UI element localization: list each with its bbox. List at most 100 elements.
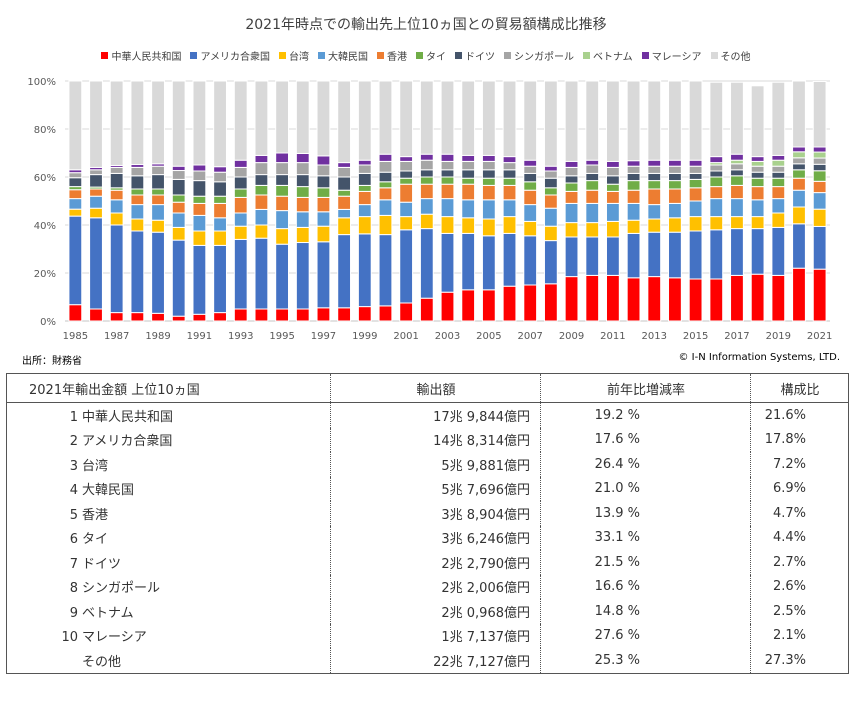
bar-segment — [626, 165, 641, 174]
bar-segment — [192, 313, 207, 322]
bar-segment — [688, 187, 703, 202]
cell-country: 6 タイ — [7, 526, 331, 551]
bar-segment — [771, 154, 786, 161]
bar-segment — [543, 240, 558, 285]
bar-segment — [502, 162, 517, 171]
bar-segment — [419, 228, 434, 299]
table-row: 1 中華人民共和国 17兆 9,844億円 19.2 % 21.6% — [7, 402, 849, 428]
bar-segment — [295, 242, 310, 310]
bar-segment — [316, 164, 331, 177]
x-tick-label: 1989 — [145, 331, 170, 342]
bar-segment — [626, 180, 641, 191]
bar-segment — [730, 184, 744, 200]
bar-segment — [585, 202, 600, 224]
bar-segment — [316, 241, 331, 309]
cell-amount: 14兆 8,314億円 — [330, 427, 541, 452]
bar-segment — [668, 277, 682, 322]
bar-segment — [378, 153, 393, 162]
cell-country-name: 中華人民共和国 — [82, 409, 174, 425]
bar-segment — [564, 202, 579, 224]
bar-segment — [337, 189, 352, 197]
cell-share: 2.6% — [750, 574, 849, 599]
legend-swatch — [278, 52, 286, 59]
bar-segment — [399, 302, 414, 322]
bar-segment — [171, 239, 186, 317]
bar-segment — [378, 80, 393, 155]
y-tick-label: 0% — [40, 317, 56, 328]
bar-segment — [688, 165, 703, 174]
y-tick-label: 40% — [34, 221, 56, 232]
cell-rate: 26.4 % — [540, 452, 751, 477]
cell-rank: 1 — [69, 409, 78, 425]
bar-segment — [68, 172, 83, 179]
y-tick-label: 20% — [34, 269, 56, 280]
bar-segment — [192, 214, 207, 232]
bar-segment — [771, 81, 786, 156]
legend-label: 大韓民国 — [327, 52, 368, 63]
bar-segment — [337, 80, 352, 164]
cell-country: 10 マレーシア — [7, 624, 331, 649]
bar-segment — [337, 166, 352, 178]
bar-segment — [605, 220, 620, 238]
cell-country-name: 大韓民国 — [82, 483, 135, 499]
bar-segment — [481, 289, 496, 322]
bar-segment — [564, 222, 579, 238]
bar-segment — [399, 201, 414, 218]
bar-segment — [543, 177, 558, 189]
bar-segment — [792, 146, 806, 153]
bar-segment — [750, 177, 765, 188]
bar-segment — [254, 162, 269, 176]
bar-segment — [564, 236, 579, 278]
bar-segment — [316, 80, 331, 157]
bar-segment — [440, 232, 455, 293]
bar-segment — [812, 146, 827, 153]
cell-share: 27.3% — [750, 648, 849, 674]
y-tick-label: 100% — [27, 77, 56, 88]
bar-segment — [523, 172, 538, 183]
bar-segment — [647, 231, 662, 278]
bar-segment — [585, 80, 600, 161]
bar-segment — [792, 177, 806, 191]
bar-segment — [750, 228, 765, 275]
bar-segment — [564, 160, 579, 168]
bar-segment — [709, 81, 724, 158]
bar-segment — [192, 164, 207, 172]
bar-segment — [481, 160, 496, 171]
cell-rate: 14.8 % — [540, 599, 751, 624]
bar-segment — [295, 211, 310, 228]
bar-segment — [730, 216, 744, 230]
legend-swatch — [376, 52, 384, 59]
bar-segment — [709, 176, 724, 188]
bar-segment — [151, 231, 165, 314]
bar-segment — [688, 278, 703, 322]
bar-segment — [357, 190, 372, 206]
bar-segment — [647, 276, 662, 322]
bar-segment — [275, 80, 290, 154]
bar-segment — [419, 297, 434, 322]
bar-segment — [275, 174, 290, 186]
bar-segment — [151, 80, 165, 165]
bar-segment — [399, 229, 414, 304]
bar-segment — [502, 232, 517, 287]
bar-segment — [151, 204, 165, 221]
legend-label: タイ — [425, 52, 446, 63]
cell-share: 6.9% — [750, 476, 849, 501]
bar-segment — [295, 186, 310, 198]
cell-rate: 17.6 % — [540, 427, 751, 452]
bar-segment — [605, 236, 620, 276]
bar-segment — [792, 206, 806, 225]
bar-segment — [213, 230, 227, 246]
bar-segment — [523, 80, 538, 161]
table-row: 2 アメリカ合衆国 14兆 8,314億円 17.6 % 17.8% — [7, 427, 849, 452]
bar-segment — [233, 166, 248, 178]
bar-segment — [192, 80, 207, 166]
bar-segment — [440, 153, 455, 162]
bar-segment — [171, 165, 186, 172]
bar-segment — [378, 160, 393, 173]
bar-segment — [316, 307, 331, 322]
bar-segment — [730, 153, 744, 161]
cell-share: 21.6% — [750, 402, 849, 428]
legend-label: ベトナム — [592, 52, 633, 63]
bar-segment — [792, 157, 806, 165]
bar-segment — [502, 184, 517, 201]
